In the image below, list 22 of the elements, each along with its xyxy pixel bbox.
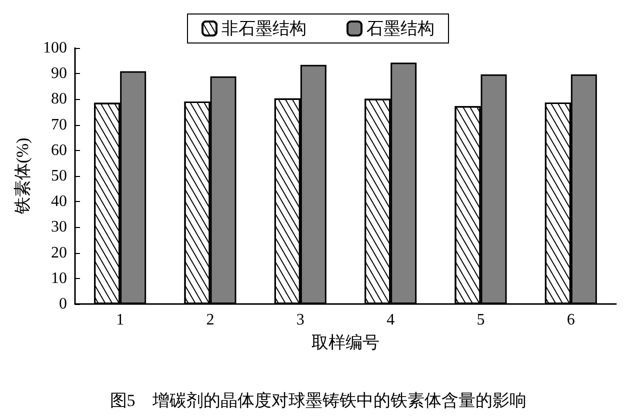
x-tick-label: 5 [476,312,485,328]
y-tick-label: 20 [51,244,67,262]
y-tick-label: 0 [59,296,67,312]
x-axis-title: 取样编号 [312,333,380,352]
legend-label: 非石墨结构 [222,19,306,38]
x-tick-label: 2 [206,312,214,328]
y-tick-label: 70 [51,116,67,134]
legend-label: 石墨结构 [366,19,434,38]
x-tick-label: 3 [296,312,304,328]
x-tick-label: 4 [386,312,395,328]
y-axis-title: 铁素体(%) [13,138,32,216]
y-tick-label: 90 [51,65,67,82]
x-tick-label: 6 [566,312,575,328]
y-tick-label: 10 [51,270,67,287]
y-tick-label: 40 [51,193,67,210]
y-tick-label: 50 [51,168,67,184]
x-tick-label: 1 [116,312,124,328]
y-tick-label: 80 [51,90,67,108]
caption: 图5 增碳剂的晶体度对球墨铸铁中的铁素体含量的影响 [110,391,526,410]
y-tick-label: 60 [51,142,67,159]
y-tick-label: 30 [51,218,67,236]
y-tick-label: 100 [43,40,67,56]
